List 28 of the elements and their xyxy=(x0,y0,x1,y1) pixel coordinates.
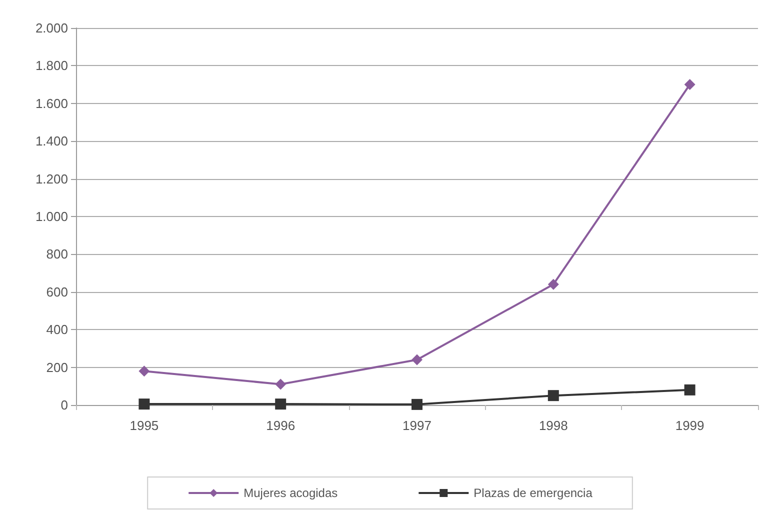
point xyxy=(412,398,422,410)
legend-label: Plazas de emergencia xyxy=(474,486,593,500)
point xyxy=(548,278,559,290)
point xyxy=(138,366,150,377)
point xyxy=(548,390,559,402)
x-tick-label: 1995 xyxy=(130,418,159,433)
y-tick-label: 2.000 xyxy=(35,20,68,36)
y-tick-label: 200 xyxy=(46,360,68,375)
point xyxy=(138,398,150,410)
y-tick-label: 1.200 xyxy=(35,171,68,186)
y-tick-label: 600 xyxy=(46,284,68,300)
point xyxy=(275,398,286,410)
x-tick-label: 1998 xyxy=(538,418,568,433)
point xyxy=(412,354,422,366)
y-tick-label: 1.600 xyxy=(35,96,68,111)
y-tick-label: 1.800 xyxy=(35,58,68,74)
x-tick-label: 1997 xyxy=(402,418,432,433)
point xyxy=(684,79,696,90)
x-tick-label: 1996 xyxy=(266,418,296,433)
y-tick-label: 1.400 xyxy=(35,134,68,149)
point xyxy=(275,378,286,390)
y-tick-label: 400 xyxy=(46,322,68,338)
y-tick-label: 0 xyxy=(60,398,68,412)
point xyxy=(684,384,696,396)
legend-label: Mujeres acogidas xyxy=(244,486,338,500)
y-tick-label: 800 xyxy=(46,246,68,262)
y-tick-label: 1.000 xyxy=(35,209,68,224)
x-tick-label: 1999 xyxy=(675,418,704,433)
